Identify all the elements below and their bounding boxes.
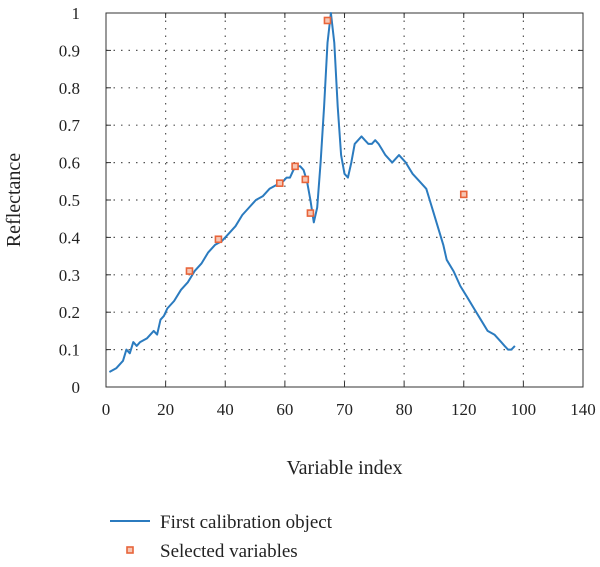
series-layer xyxy=(108,12,516,373)
y-tick-label: 0.6 xyxy=(59,154,80,173)
y-tick-label: 0.9 xyxy=(59,41,80,60)
y-tick-label: 0.4 xyxy=(59,228,81,247)
y-tick-label: 0.1 xyxy=(59,341,80,360)
y-tick-label: 0.2 xyxy=(59,303,80,322)
y-tick-label: 1 xyxy=(72,4,81,23)
selected-variable-marker xyxy=(185,267,194,275)
legend-label-calibration: First calibration object xyxy=(160,512,333,533)
x-axis: 0 20 40 60 70 80 120 100 140 xyxy=(102,13,596,419)
selected-variable-marker xyxy=(301,175,310,184)
calibration-series-line xyxy=(108,12,516,373)
y-tick-label: 0.7 xyxy=(59,116,81,135)
x-tick-label: 70 xyxy=(336,400,353,419)
selected-variable-marker xyxy=(323,16,332,25)
x-tick-label: 120 xyxy=(451,400,477,419)
legend: First calibration object Selected variabl… xyxy=(110,512,333,562)
selected-variable-marker xyxy=(291,162,299,171)
y-tick-label: 0.8 xyxy=(59,79,80,98)
x-tick-label: 20 xyxy=(157,400,174,419)
selected-variable-marker xyxy=(459,190,468,199)
x-tick-label: 140 xyxy=(570,400,596,419)
y-tick-label: 0.3 xyxy=(59,266,80,285)
x-tick-label: 60 xyxy=(276,400,293,419)
x-tick-label: 0 xyxy=(102,400,111,419)
selected-variable-marker xyxy=(275,179,284,187)
x-tick-label: 100 xyxy=(511,400,537,419)
selected-variable-marker xyxy=(214,235,223,244)
selected-variable-marker xyxy=(306,209,315,217)
grid-lines xyxy=(106,13,583,387)
x-tick-label: 40 xyxy=(217,400,234,419)
y-axis: 0 0.1 0.2 0.3 0.4 0.5 0.6 0.7 0.8 0.9 1 xyxy=(59,4,583,397)
y-tick-label: 0.5 xyxy=(59,191,80,210)
x-axis-label: Variable index xyxy=(286,457,402,479)
y-axis-label: Reflectance xyxy=(3,153,25,247)
x-tick-label: 80 xyxy=(396,400,413,419)
y-tick-label: 0 xyxy=(72,378,81,397)
legend-label-selected: Selected variables xyxy=(160,541,298,562)
legend-marker-swatch xyxy=(126,546,134,554)
